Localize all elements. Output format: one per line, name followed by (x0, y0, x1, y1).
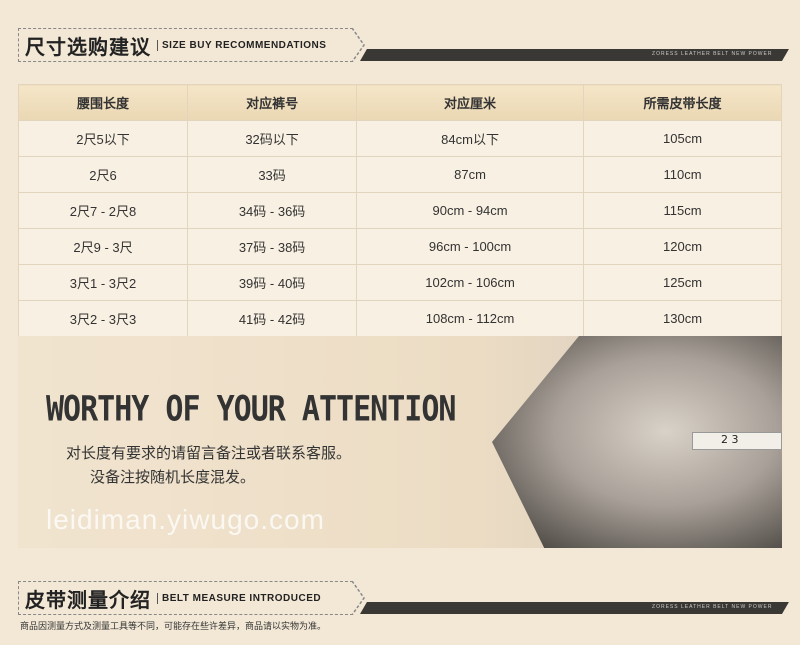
table-cell: 84cm以下 (356, 120, 585, 157)
table-cell: 2尺6 (17, 156, 189, 193)
table-row: 2尺9 - 3尺 37码 - 38码 96cm - 100cm 120cm (17, 228, 782, 265)
table-cell: 90cm - 94cm (356, 192, 585, 229)
chevron-right-icon (351, 581, 365, 615)
table-cell: 125cm (583, 264, 782, 301)
table-row: 3尺2 - 3尺3 41码 - 42码 108cm - 112cm 130cm (17, 300, 782, 337)
table-cell: 2尺9 - 3尺 (17, 228, 189, 265)
table-cell: 105cm (583, 120, 782, 157)
table-row: 2尺5以下 32码以下 84cm以下 105cm (17, 120, 782, 157)
dark-stripe: ZORESS LEATHER BELT NEW POWER (360, 49, 789, 61)
measuring-tape: 2 3 (692, 432, 782, 450)
table-cell: 34码 - 36码 (187, 192, 358, 229)
stripe-text: ZORESS LEATHER BELT NEW POWER (651, 51, 773, 57)
section-badge: 皮带测量介绍 BELT MEASURE INTRODUCED (18, 581, 353, 615)
table-row: 2尺6 33码 87cm 110cm (17, 156, 782, 193)
table-cell: 3尺2 - 3尺3 (17, 300, 189, 337)
section-title-en: SIZE BUY RECOMMENDATIONS (157, 39, 326, 51)
table-cell: 33码 (187, 156, 358, 193)
dark-stripe: ZORESS LEATHER BELT NEW POWER (360, 602, 789, 614)
table-cell: 41码 - 42码 (187, 300, 358, 337)
size-table: 腰围长度 对应裤号 对应厘米 所需皮带长度 2尺5以下 32码以下 84cm以下 10… (17, 84, 782, 337)
section-title-cn: 皮带测量介绍 (25, 587, 151, 612)
table-cell: 87cm (356, 156, 585, 193)
section-title-en: BELT MEASURE INTRODUCED (157, 592, 321, 604)
table-cell: 2尺5以下 (17, 120, 189, 157)
header-cell: 所需皮带长度 (583, 84, 782, 121)
table-header-row: 腰围长度 对应裤号 对应厘米 所需皮带长度 (17, 84, 782, 121)
table-cell: 110cm (583, 156, 782, 193)
attention-panel: 2 3 WORTHY OF YOUR ATTENTION 对长度有要求的请留言备… (18, 336, 782, 548)
section-title-cn: 尺寸选购建议 (25, 34, 151, 59)
watermark: leidiman.yiwugo.com (46, 504, 325, 535)
table-cell: 2尺7 - 2尺8 (17, 192, 189, 229)
chevron-right-icon (351, 28, 365, 62)
header-cell: 对应裤号 (187, 84, 358, 121)
attention-title: WORTHY OF YOUR ATTENTION (46, 389, 456, 430)
table-row: 3尺1 - 3尺2 39码 - 40码 102cm - 106cm 125cm (17, 264, 782, 301)
table-cell: 130cm (583, 300, 782, 337)
waist-measure-photo: 2 3 (492, 336, 782, 548)
table-cell: 96cm - 100cm (356, 228, 585, 265)
table-cell: 120cm (583, 228, 782, 265)
table-cell: 108cm - 112cm (356, 300, 585, 337)
table-cell: 3尺1 - 3尺2 (17, 264, 189, 301)
measure-note: 商品因测量方式及测量工具等不同，可能存在些许差异，商品请以实物为准。 (20, 622, 327, 632)
attention-line-1: 对长度有要求的请留言备注或者联系客服。 (66, 444, 352, 462)
size-recommendation-banner: 尺寸选购建议 SIZE BUY RECOMMENDATIONS ZORESS L… (18, 28, 789, 64)
stripe-text: ZORESS LEATHER BELT NEW POWER (651, 604, 773, 610)
table-cell: 32码以下 (187, 120, 358, 157)
table-cell: 102cm - 106cm (356, 264, 585, 301)
table-cell: 115cm (583, 192, 782, 229)
attention-line-2: 没备注按随机长度混发。 (90, 468, 256, 486)
belt-measure-banner: 皮带测量介绍 BELT MEASURE INTRODUCED ZORESS LE… (18, 581, 789, 617)
header-cell: 腰围长度 (17, 84, 189, 121)
header-cell: 对应厘米 (356, 84, 585, 121)
table-cell: 37码 - 38码 (187, 228, 358, 265)
table-cell: 39码 - 40码 (187, 264, 358, 301)
section-badge: 尺寸选购建议 SIZE BUY RECOMMENDATIONS (18, 28, 353, 62)
table-row: 2尺7 - 2尺8 34码 - 36码 90cm - 94cm 115cm (17, 192, 782, 229)
